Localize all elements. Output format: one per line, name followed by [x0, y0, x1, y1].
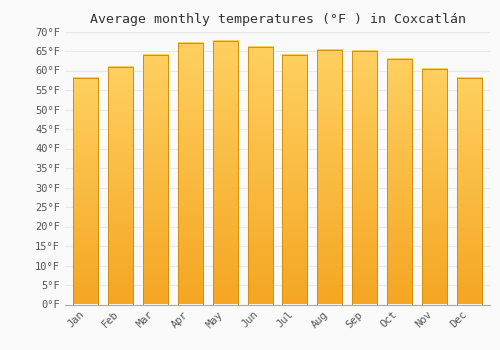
Bar [387, 59, 412, 304]
Bar [108, 66, 134, 304]
Bar [212, 41, 238, 304]
Bar [352, 51, 377, 304]
Bar [282, 55, 308, 304]
Bar [143, 55, 168, 304]
Bar [74, 78, 98, 304]
Bar [317, 50, 342, 304]
Title: Average monthly temperatures (°F ) in Coxcatlán: Average monthly temperatures (°F ) in Co… [90, 13, 466, 26]
Bar [248, 47, 272, 304]
Bar [178, 43, 203, 304]
Bar [456, 77, 481, 304]
Bar [422, 69, 447, 304]
